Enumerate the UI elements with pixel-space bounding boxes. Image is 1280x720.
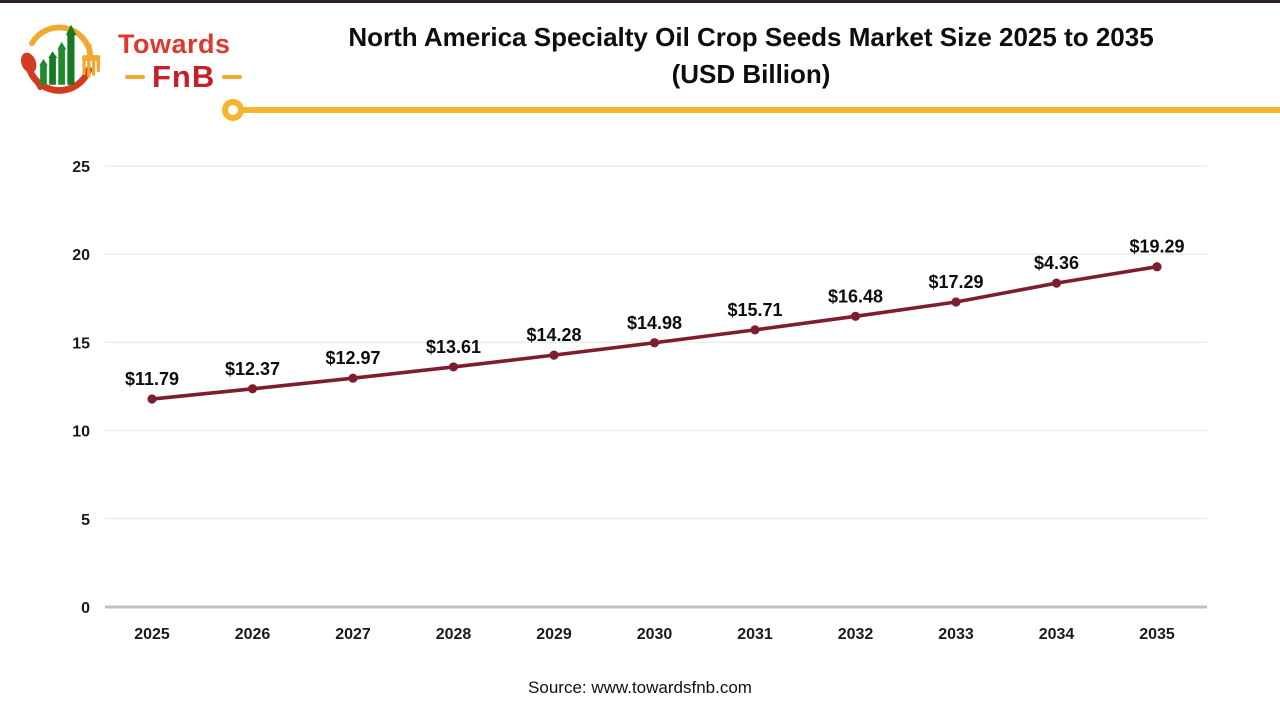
data-point (448, 362, 459, 372)
data-point-label: $14.98 (627, 313, 682, 333)
x-tick-label: 2035 (1139, 626, 1175, 643)
data-point (147, 394, 157, 404)
data-point-label: $11.79 (125, 369, 179, 389)
x-tick-label: 2025 (134, 626, 170, 643)
x-tick-label: 2028 (436, 626, 472, 643)
data-point (649, 338, 660, 348)
data-point (1152, 262, 1162, 272)
title-underline (241, 107, 1280, 113)
chart-title-line1: North America Specialty Oil Crop Seeds M… (348, 22, 1154, 52)
title-underline-ring-icon (222, 99, 244, 121)
brand-text: Towards FnB (118, 29, 249, 93)
x-tick-label: 2027 (335, 626, 371, 643)
brand-logo: Towards FnB (16, 13, 243, 105)
x-tick-label: 2026 (235, 626, 271, 643)
x-tick-label: 2033 (938, 626, 974, 643)
data-point (348, 373, 358, 383)
growth-bars-icon (39, 24, 77, 85)
data-point-label: $4.36 (1034, 253, 1079, 273)
source-text: Source: www.towardsfnb.com (528, 678, 752, 697)
data-point-label: $13.61 (426, 337, 481, 357)
data-point (750, 325, 760, 335)
data-point-label: $12.37 (225, 359, 280, 379)
brand-word-towards: Towards (118, 29, 231, 59)
y-tick-label: 25 (72, 159, 90, 176)
chart-title-line2: (USD Billion) (671, 59, 831, 89)
data-point (1051, 278, 1062, 288)
brand-word-fnb: FnB (152, 59, 216, 94)
data-point-label: $17.29 (928, 272, 983, 292)
y-tick-label: 20 (72, 247, 90, 264)
data-point-label: $15.71 (727, 300, 782, 320)
data-point-label: $16.48 (828, 286, 883, 306)
brand-dash-right-icon (222, 75, 243, 79)
chart-title: North America Specialty Oil Crop Seeds M… (234, 19, 1268, 93)
brand-dash-left-icon (125, 75, 145, 79)
spoon-icon (20, 52, 43, 91)
towards-fnb-logo-icon (20, 24, 101, 94)
x-tick-label: 2034 (1039, 626, 1075, 643)
data-point (850, 311, 861, 321)
x-tick-label: 2030 (637, 626, 673, 643)
data-point-label: $14.28 (526, 325, 581, 345)
data-point (247, 384, 258, 394)
x-tick-label: 2029 (536, 626, 572, 643)
x-tick-label: 2032 (838, 626, 874, 643)
market-size-line (151, 264, 1158, 401)
data-point-label: $12.97 (325, 348, 380, 368)
y-tick-label: 0 (81, 600, 90, 617)
data-point (549, 350, 559, 360)
y-tick-label: 5 (81, 512, 90, 529)
y-tick-label: 15 (72, 335, 90, 352)
data-point-label: $19.29 (1129, 237, 1184, 257)
data-point (951, 297, 961, 307)
fork-icon (82, 43, 101, 78)
y-tick-label: 10 (72, 424, 90, 441)
x-tick-label: 2031 (737, 626, 773, 643)
